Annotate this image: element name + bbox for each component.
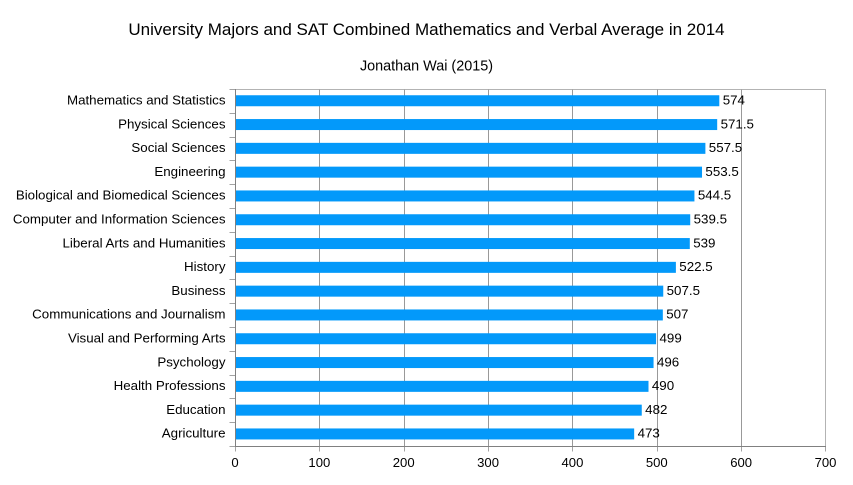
svg-text:499: 499 [659,330,681,345]
svg-text:University Majors and SAT Comb: University Majors and SAT Combined Mathe… [128,20,724,39]
svg-text:History: History [184,259,226,274]
svg-text:507.5: 507.5 [667,283,700,298]
svg-text:473: 473 [638,426,660,441]
svg-text:100: 100 [308,455,330,470]
svg-text:507: 507 [666,307,688,322]
svg-text:Business: Business [171,283,225,298]
svg-text:300: 300 [477,455,499,470]
svg-text:490: 490 [652,378,674,393]
svg-text:Biological and Biomedical Scie: Biological and Biomedical Sciences [16,188,226,203]
svg-text:600: 600 [730,455,752,470]
svg-text:Mathematics and Statistics: Mathematics and Statistics [67,92,226,107]
svg-text:Health Professions: Health Professions [114,378,226,393]
svg-text:0: 0 [231,455,238,470]
svg-text:Computer and Information Scien: Computer and Information Sciences [13,211,226,226]
svg-text:553.5: 553.5 [705,164,738,179]
svg-text:Agriculture: Agriculture [162,426,226,441]
svg-text:Engineering: Engineering [154,164,225,179]
svg-text:Education: Education [166,402,225,417]
svg-text:522.5: 522.5 [679,259,712,274]
svg-text:Psychology: Psychology [157,354,225,369]
svg-text:574: 574 [723,92,746,107]
svg-text:539.5: 539.5 [694,211,727,226]
svg-text:Communications and Journalism: Communications and Journalism [32,307,225,322]
svg-text:Jonathan Wai (2015): Jonathan Wai (2015) [360,59,493,75]
svg-text:544.5: 544.5 [698,188,731,203]
svg-text:571.5: 571.5 [721,116,754,131]
svg-text:700: 700 [815,455,837,470]
svg-text:400: 400 [562,455,584,470]
svg-text:Liberal Arts and Humanities: Liberal Arts and Humanities [63,235,226,250]
svg-text:Physical Sciences: Physical Sciences [118,116,226,131]
svg-text:500: 500 [646,455,668,470]
svg-text:Visual and Performing Arts: Visual and Performing Arts [68,330,226,345]
svg-text:482: 482 [645,402,667,417]
svg-text:200: 200 [393,455,415,470]
svg-text:539: 539 [693,235,715,250]
svg-text:496: 496 [657,354,679,369]
svg-text:Social Sciences: Social Sciences [131,140,225,155]
svg-text:557.5: 557.5 [709,140,742,155]
